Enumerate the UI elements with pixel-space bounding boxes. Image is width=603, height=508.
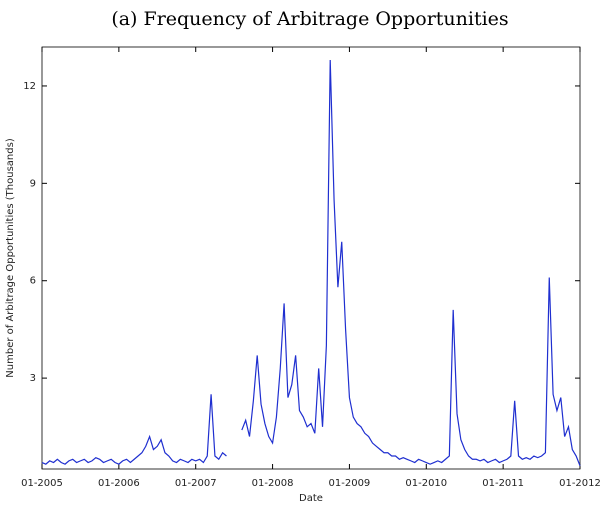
x-tick-label: 01-2010 [405,478,447,489]
y-tick-label: 12 [23,81,36,92]
x-tick-label: 01-2009 [329,478,371,489]
data-line [241,59,581,466]
x-tick-label: 01-2005 [21,478,63,489]
y-tick-label: 3 [30,373,36,384]
y-axis-label: Number of Arbitrage Opportunities (Thous… [5,138,16,378]
x-tick-label: 01-2006 [98,478,140,489]
x-tick-label: 01-2011 [482,478,524,489]
data-line [41,394,227,465]
y-tick-label: 6 [30,276,36,287]
chart-title: (a) Frequency of Arbitrage Opportunities [111,8,508,30]
x-tick-label: 01-2012 [559,478,601,489]
x-tick-label: 01-2008 [252,478,294,489]
x-axis-label: Date [299,493,323,504]
y-tick-label: 9 [30,178,36,189]
x-tick-label: 01-2007 [175,478,217,489]
plot-frame [41,46,581,470]
